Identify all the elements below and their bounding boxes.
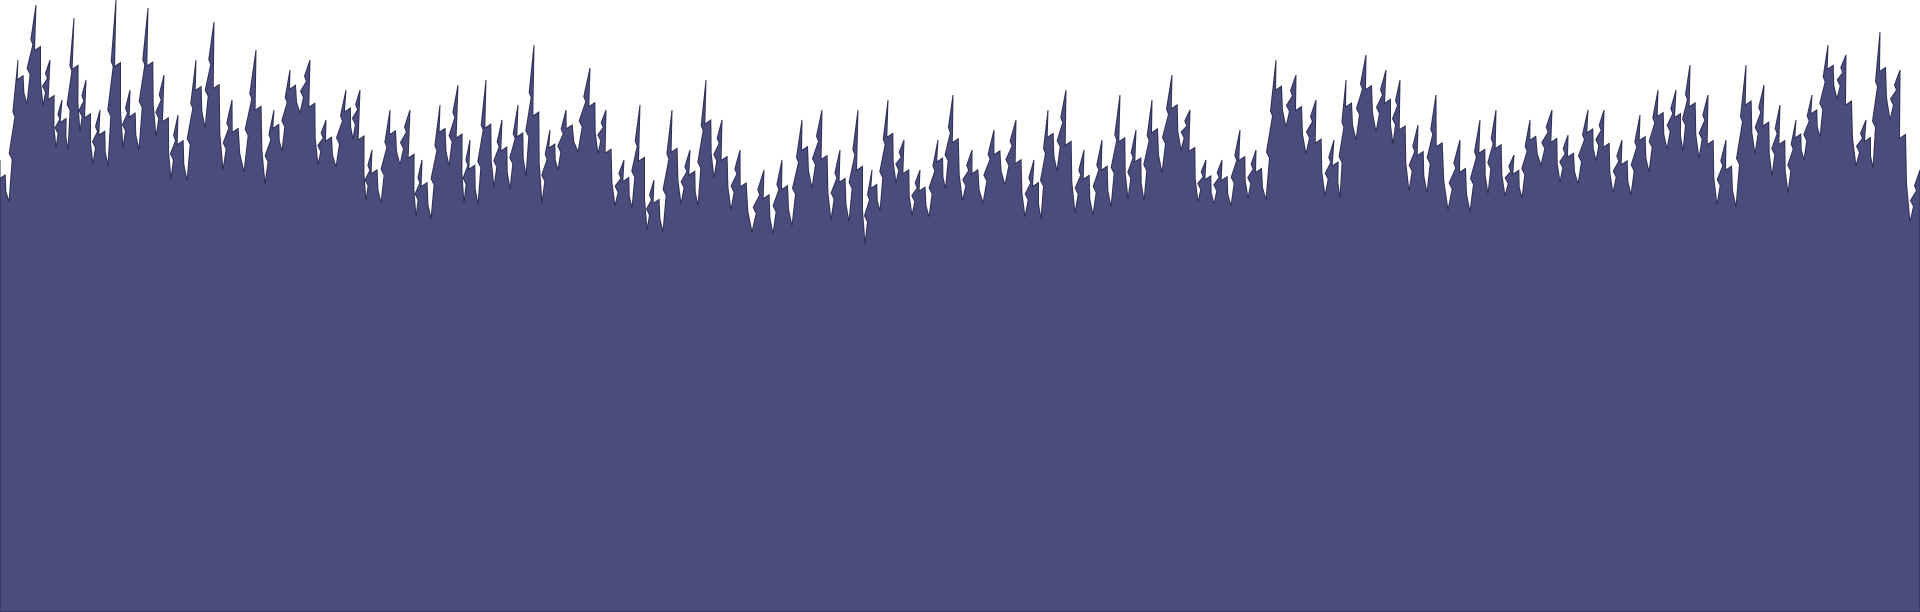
forest-silhouette bbox=[0, 0, 1920, 612]
pine-treeline-icon bbox=[0, 0, 1920, 612]
forest-scene bbox=[0, 0, 1920, 612]
